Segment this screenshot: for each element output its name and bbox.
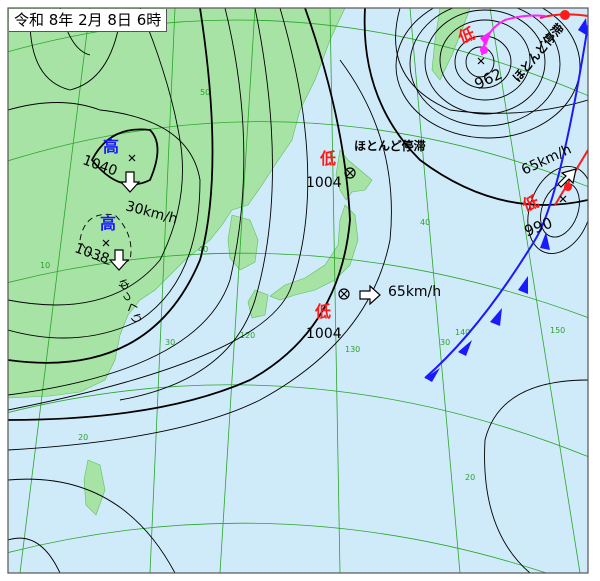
motion-arrows [108, 168, 577, 306]
svg-text:40: 40 [420, 218, 430, 227]
low-pressure: 1004 [306, 175, 342, 191]
low-label: 低 [315, 302, 332, 321]
svg-text:30: 30 [440, 338, 450, 347]
graticule [8, 8, 588, 573]
center-marks [102, 57, 567, 300]
svg-text:130: 130 [345, 345, 360, 354]
arrow-right-icon [359, 284, 381, 306]
graticule-labels: 50 40 30 20 120 130 140 150 40 30 20 10 [40, 88, 565, 482]
svg-text:10: 10 [40, 261, 50, 270]
svg-text:50: 50 [200, 88, 210, 97]
svg-text:30: 30 [165, 338, 175, 347]
land-taiwan [83, 459, 106, 516]
cold-front [424, 18, 588, 382]
arrow-down-icon [119, 171, 141, 193]
svg-text:140: 140 [455, 328, 470, 337]
svg-text:150: 150 [550, 326, 565, 335]
arrow-up-right-icon [557, 168, 577, 188]
low-motion: 65km/h [388, 284, 442, 300]
land-honshu [269, 204, 359, 301]
land-korea [227, 214, 259, 271]
high-label: 高 [100, 214, 117, 233]
svg-text:120: 120 [240, 331, 255, 340]
svg-text:20: 20 [78, 433, 88, 442]
occluded-front [480, 14, 546, 56]
arrow-down-icon [108, 249, 130, 271]
land-asia [8, 8, 346, 399]
isobars [8, 8, 588, 573]
low-label: 低 [320, 149, 337, 168]
title-box: 令和 8年 2月 8日 6時 [9, 9, 168, 32]
low-motion: ほとんど停滞 [354, 139, 426, 153]
svg-text:20: 20 [465, 473, 475, 482]
land-kyushu [247, 289, 269, 319]
high-label: 高 [103, 137, 120, 156]
low-pressure: 1004 [306, 326, 342, 342]
